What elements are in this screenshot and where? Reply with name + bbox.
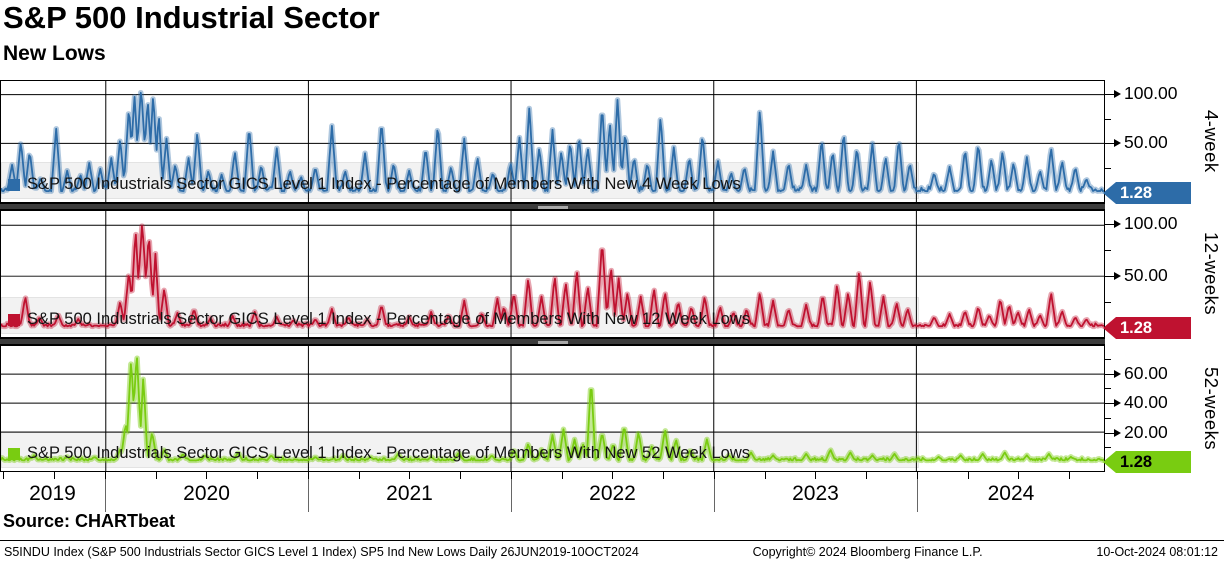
footer-security-info: S5INDU Index (S&P 500 Industrials Sector…	[4, 545, 639, 559]
legend-label: S&P 500 Industrials Sector GICS Level 1 …	[27, 175, 741, 193]
y-axis-tick	[1105, 93, 1115, 95]
x-axis-tick	[663, 472, 665, 479]
legend-band	[1, 297, 919, 334]
x-axis-tick	[257, 472, 259, 479]
chart-panel-52-weeks: S&P 500 Industrials Sector GICS Level 1 …	[0, 345, 1105, 472]
y-axis-tick-arrow-icon	[1114, 272, 1121, 281]
x-axis-tick	[967, 472, 969, 479]
x-axis-year-separator	[104, 472, 106, 512]
line-plot-4-week	[1, 81, 1104, 202]
panel-divider[interactable]	[0, 203, 1105, 210]
x-axis: 2019 2020 2021 2022 2023 2024	[0, 472, 1105, 514]
legend-label: S&P 500 Industrials Sector GICS Level 1 …	[27, 310, 750, 328]
y-axis-tick-arrow-icon	[1114, 89, 1121, 98]
axis-title-4-week: 4-week	[1201, 110, 1222, 173]
x-axis-year-label: 2024	[987, 482, 1035, 505]
y-axis-tick-arrow-icon	[1114, 220, 1121, 229]
y-axis-tick-arrow-icon	[1114, 369, 1121, 378]
x-axis-tick	[409, 472, 411, 479]
y-axis-minor-tick	[1105, 417, 1111, 419]
legend: S&P 500 Industrials Sector GICS Level 1 …	[8, 444, 750, 463]
axis-title-52-weeks: 52-weeks	[1201, 366, 1222, 451]
y-axis-minor-tick	[1105, 168, 1111, 170]
x-axis-tick	[713, 472, 715, 479]
y-axis-minor-tick	[1105, 358, 1111, 360]
footer-timestamp: 10-Oct-2024 08:01:12	[1096, 545, 1218, 559]
x-axis-year-label: 2022	[589, 482, 636, 505]
chart-panel-12-weeks: S&P 500 Industrials Sector GICS Level 1 …	[0, 210, 1105, 338]
footer-bar: S5INDU Index (S&P 500 Industrials Sector…	[0, 540, 1224, 559]
x-axis-tick	[612, 472, 614, 479]
x-axis-tick	[206, 472, 208, 479]
y-axis-tick	[1105, 276, 1115, 278]
legend-swatch-icon	[8, 447, 20, 460]
y-axis-tick-arrow-icon	[1114, 399, 1121, 408]
y-axis-tick	[1105, 403, 1115, 405]
y-axis-tick	[1105, 432, 1115, 434]
x-axis-tick	[104, 472, 106, 479]
y-axis-tick-label: 60.00	[1124, 362, 1168, 383]
last-value-badge-4-week: 1.28	[1103, 182, 1191, 204]
x-axis-tick	[155, 472, 157, 479]
chart-panel-4-week: S&P 500 Industrials Sector GICS Level 1 …	[0, 80, 1105, 203]
splitter-handle-icon[interactable]	[537, 206, 568, 209]
y-axis-tick-label: 100.00	[1124, 213, 1178, 234]
x-axis-year-separator	[510, 472, 512, 512]
line-plot-52-weeks	[1, 346, 1104, 471]
x-axis-tick	[916, 472, 918, 479]
splitter-handle-icon[interactable]	[537, 341, 568, 344]
x-axis-year-label: 2020	[183, 482, 230, 505]
x-axis-tick	[460, 472, 462, 479]
x-axis-tick	[54, 472, 56, 479]
last-value-badge-52-weeks: 1.28	[1103, 451, 1191, 473]
page-subtitle: New Lows	[3, 42, 106, 65]
x-axis-year-label: 2019	[29, 482, 76, 505]
x-axis-tick	[307, 472, 309, 479]
y-axis-tick	[1105, 373, 1115, 375]
y-axis-tick-label: 50.00	[1124, 265, 1168, 286]
y-axis-tick-label: 50.00	[1124, 132, 1168, 153]
y-axis-tick	[1105, 224, 1115, 226]
x-axis-year-label: 2023	[792, 482, 839, 505]
y-axis-tick-arrow-icon	[1114, 428, 1121, 437]
x-axis-year-separator	[917, 472, 919, 512]
y-axis-minor-tick	[1105, 250, 1111, 252]
axis-title-12-weeks: 12-weeks	[1201, 232, 1222, 316]
footer-copyright: Copyright© 2024 Bloomberg Finance L.P.	[752, 545, 983, 559]
x-axis-tick	[764, 472, 766, 479]
y-axis-minor-tick	[1105, 388, 1111, 390]
y-axis-minor-tick	[1105, 447, 1111, 449]
x-axis-year-separator	[307, 472, 309, 512]
x-axis-tick	[561, 472, 563, 479]
x-axis-tick	[1018, 472, 1020, 479]
y-axis-minor-tick	[1105, 302, 1111, 304]
y-axis-tick-label: 20.00	[1124, 421, 1168, 442]
panel-divider[interactable]	[0, 338, 1105, 345]
line-plot-12-weeks	[1, 211, 1104, 337]
y-axis-tick-label: 40.00	[1124, 392, 1168, 413]
source-label: Source: CHARTbeat	[3, 511, 176, 531]
y-axis-tick	[1105, 143, 1115, 145]
legend-band	[1, 431, 919, 468]
y-axis-tick-arrow-icon	[1114, 139, 1121, 148]
x-axis-tick	[1069, 472, 1071, 479]
x-axis-year-separator	[714, 472, 716, 512]
legend-swatch-icon	[8, 178, 20, 191]
x-axis-year-label: 2021	[386, 482, 433, 505]
y-axis-tick-label: 100.00	[1124, 82, 1178, 103]
x-axis-tick	[866, 472, 868, 479]
legend: S&P 500 Industrials Sector GICS Level 1 …	[8, 310, 750, 329]
legend: S&P 500 Industrials Sector GICS Level 1 …	[8, 175, 741, 194]
x-axis-tick	[510, 472, 512, 479]
legend-label: S&P 500 Industrials Sector GICS Level 1 …	[27, 444, 750, 462]
x-axis-tick	[815, 472, 817, 479]
last-value-badge-12-weeks: 1.28	[1103, 317, 1191, 339]
y-axis-minor-tick	[1105, 118, 1111, 120]
x-axis-tick	[3, 472, 5, 479]
x-axis-tick	[358, 472, 360, 479]
page-title: S&P 500 Industrial Sector	[3, 0, 380, 35]
legend-swatch-icon	[8, 313, 20, 326]
